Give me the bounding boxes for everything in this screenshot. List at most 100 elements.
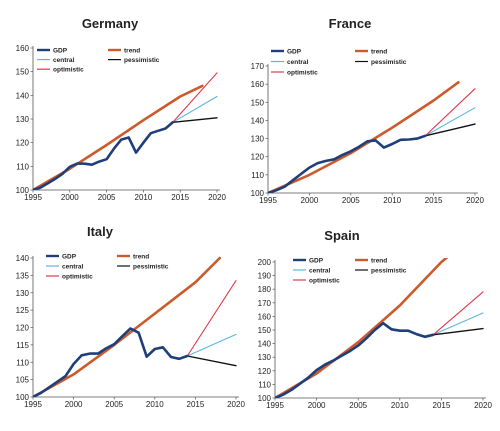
y-tick-label: 130	[251, 135, 265, 144]
series-line-gdp	[268, 134, 427, 193]
panel-title: Spain	[324, 228, 359, 243]
series-line-optimistic	[186, 280, 237, 357]
y-tick-label: 160	[251, 80, 265, 89]
x-tick-label: 2015	[187, 400, 205, 409]
y-tick-label: 120	[16, 324, 30, 333]
x-tick-label: 2015	[433, 401, 451, 410]
legend-label-optimistic: optimistic	[287, 69, 318, 76]
legend-label-pessimistic: pessimistic	[371, 59, 407, 66]
y-tick-label: 140	[16, 91, 30, 100]
y-tick-label: 140	[16, 254, 30, 263]
x-tick-label: 2015	[171, 193, 189, 202]
legend-label-optimistic: optimistic	[53, 67, 84, 74]
y-tick-label: 120	[258, 367, 272, 376]
y-tick-label: 200	[258, 258, 272, 267]
panel-germany: Germany 100 110 120 130 140 150 160 1995 2000 2005…	[16, 16, 227, 202]
legend-label-gdp: GDP	[62, 253, 77, 260]
x-tick-label: 2010	[391, 401, 409, 410]
x-tick-label: 2010	[383, 196, 401, 205]
legend-label-trend: trend	[371, 48, 387, 55]
y-tick-label: 110	[16, 358, 29, 367]
y-tick-label: 170	[258, 299, 272, 308]
x-tick-label: 2005	[342, 196, 360, 205]
x-tick-label: 1995	[24, 193, 42, 202]
y-tick-label: 100	[16, 186, 30, 195]
legend-label-pessimistic: pessimistic	[371, 267, 407, 274]
panel-italy: Italy 100 105 110 115 120 125 130 135 140 1995 2000…	[16, 224, 246, 409]
y-tick-label: 135	[16, 271, 30, 280]
series-line-optimistic	[172, 72, 218, 123]
y-tick-label: 150	[251, 98, 265, 107]
legend-label-pessimistic: pessimistic	[133, 263, 169, 270]
legend-label-gdp: GDP	[287, 48, 302, 55]
y-tick-label: 120	[16, 139, 30, 148]
x-tick-label: 2005	[349, 401, 367, 410]
series-line-gdp	[275, 321, 435, 398]
x-tick-label: 2015	[425, 196, 443, 205]
y-tick-label: 110	[251, 171, 264, 180]
y-tick-label: 100	[16, 393, 30, 402]
y-tick-label: 110	[16, 162, 29, 171]
panel-title: Germany	[82, 16, 139, 31]
series-line-optimistic	[432, 291, 484, 336]
x-tick-label: 2005	[98, 193, 116, 202]
legend-label-trend: trend	[371, 257, 387, 264]
legend-label-trend: trend	[133, 253, 149, 260]
panel-france: France 100 110 120 130 140 150 160 170 1995 2000 20…	[251, 16, 485, 205]
panel-title: France	[329, 16, 372, 31]
series-line-gdp	[33, 121, 175, 190]
series-line-pessimistic	[186, 355, 237, 367]
legend-label-optimistic: optimistic	[62, 273, 93, 280]
legend: GDP trend central pessimistic optimistic	[37, 47, 160, 74]
series-line-central	[186, 333, 237, 357]
legend-label-optimistic: optimistic	[309, 277, 340, 284]
x-tick-label: 1995	[259, 196, 277, 205]
x-tick-label: 2010	[135, 193, 153, 202]
series-line-optimistic	[424, 88, 476, 137]
legend: GDP trend central pessimistic optimistic	[46, 253, 169, 280]
x-tick-label: 2020	[466, 196, 484, 205]
y-tick-label: 170	[251, 62, 265, 71]
panel-title: Italy	[87, 224, 114, 239]
legend-label-central: central	[309, 267, 331, 274]
series-line-pessimistic	[172, 117, 218, 124]
y-tick-label: 190	[258, 272, 272, 281]
y-tick-label: 150	[16, 68, 30, 77]
y-tick-label: 100	[258, 394, 272, 403]
y-tick-label: 125	[16, 306, 30, 315]
legend-label-gdp: GDP	[53, 47, 68, 54]
series-line-central	[432, 312, 484, 336]
y-tick-label: 115	[16, 341, 29, 350]
legend-label-central: central	[287, 59, 309, 66]
legend: GDP trend central pessimistic optimistic	[293, 257, 407, 284]
y-tick-label: 160	[16, 44, 30, 53]
y-tick-label: 180	[258, 285, 272, 294]
y-tick-label: 105	[16, 376, 30, 385]
series-line-central	[172, 95, 218, 123]
x-tick-label: 2020	[208, 193, 226, 202]
y-tick-label: 160	[258, 312, 272, 321]
y-tick-label: 140	[251, 116, 265, 125]
x-tick-label: 2005	[105, 400, 123, 409]
series-line-trend	[275, 258, 449, 398]
y-tick-label: 120	[251, 153, 265, 162]
y-tick-label: 110	[258, 380, 271, 389]
x-tick-label: 2000	[301, 196, 319, 205]
legend-label-pessimistic: pessimistic	[124, 57, 160, 64]
y-tick-label: 150	[258, 326, 272, 335]
legend-label-central: central	[53, 57, 75, 64]
series-line-gdp	[33, 327, 189, 397]
series-line-pessimistic	[424, 123, 476, 137]
series-line-pessimistic	[432, 327, 484, 336]
series-line-trend	[33, 84, 204, 190]
x-tick-label: 1995	[266, 401, 284, 410]
legend-label-central: central	[62, 263, 84, 270]
panel-spain: Spain 100 110 120 130 140 150 160 170 180 190 200 19…	[258, 228, 493, 410]
y-tick-label: 140	[258, 340, 272, 349]
x-tick-label: 2000	[61, 193, 79, 202]
series-line-central	[424, 107, 476, 137]
x-tick-label: 2000	[308, 401, 326, 410]
legend: GDP trend central pessimistic optimistic	[271, 48, 407, 76]
legend-label-trend: trend	[124, 47, 140, 54]
